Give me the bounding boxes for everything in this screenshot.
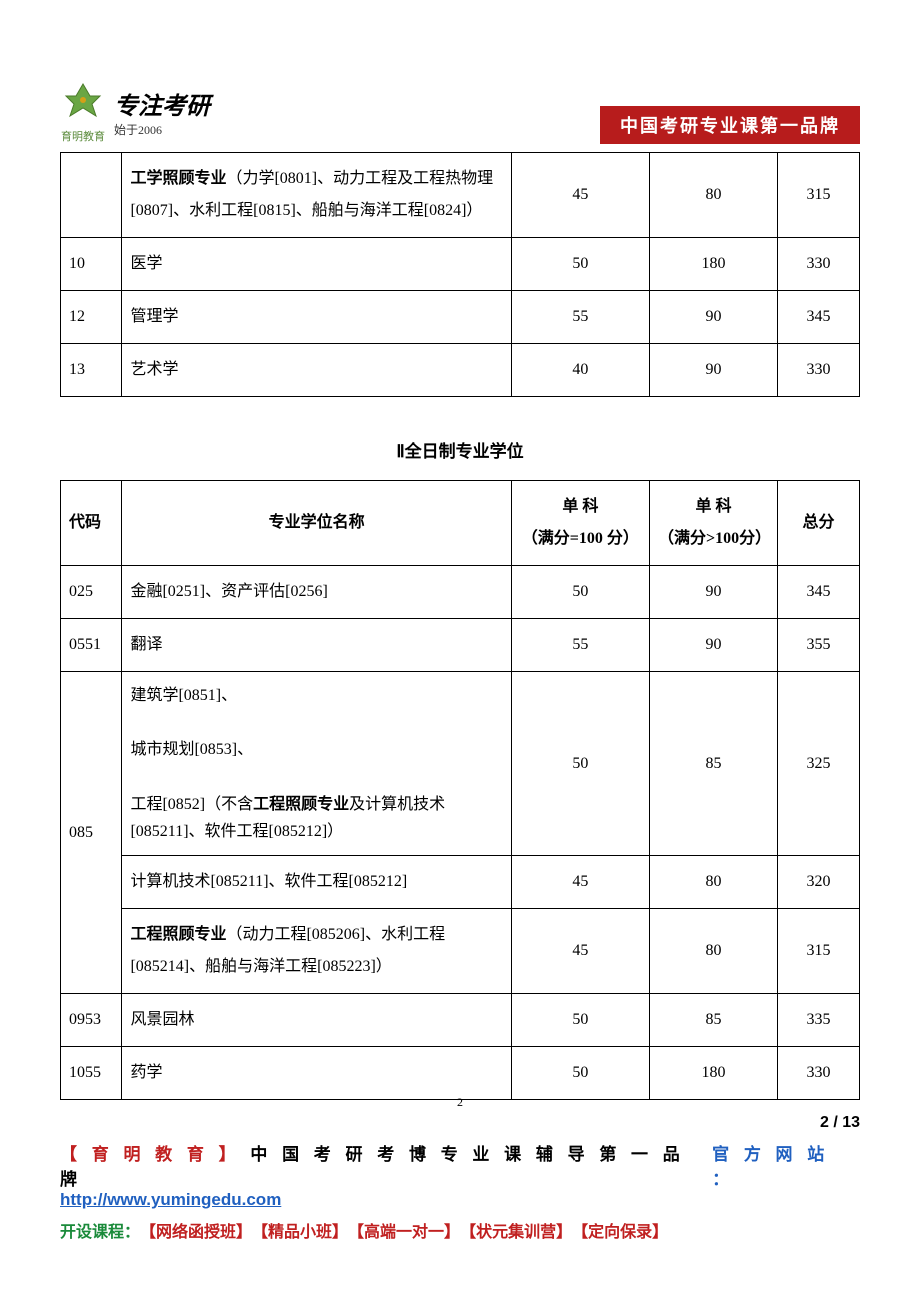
header-banner: 中国考研专业课第一品牌: [600, 106, 860, 144]
logo-icon: [60, 80, 106, 126]
cell-score2: 90: [649, 566, 777, 619]
cell-total: 325: [778, 672, 860, 856]
cell-score2: 80: [649, 909, 777, 994]
cell-score1: 50: [511, 994, 649, 1047]
header-score1: 单 科（满分=100 分）: [511, 481, 649, 566]
cell-total: 345: [778, 291, 860, 344]
cell-code: 0551: [61, 619, 122, 672]
course-item: 【定向保录】: [580, 1224, 668, 1241]
cell-score1: 40: [511, 344, 649, 397]
table-row: 13 艺术学 40 90 330: [61, 344, 860, 397]
cell-score2: 85: [649, 994, 777, 1047]
section-2-title: Ⅱ全日制专业学位: [60, 437, 860, 462]
table-row: 工学照顾专业（力学[0801]、动力工程及工程热物理[0807]、水利工程[08…: [61, 153, 860, 238]
page-footer: 2 2 / 13 【 育 明 教 育 】 中 国 考 研 考 博 专 业 课 辅…: [60, 1095, 860, 1242]
cell-total: 330: [778, 1047, 860, 1100]
page-number: 2 / 13: [60, 1114, 860, 1132]
cell-name: 管理学: [122, 291, 511, 344]
cell-score1: 45: [511, 153, 649, 238]
footer-site-label: 官 方 网 站 ：: [712, 1140, 860, 1190]
cell-score2: 90: [649, 619, 777, 672]
course-item: 【高端一对一】: [356, 1224, 460, 1241]
logo-subtitle: 始于2006: [114, 121, 210, 138]
cell-score1: 50: [511, 672, 649, 856]
table-row: 025 金融[0251]、资产评估[0256] 50 90 345: [61, 566, 860, 619]
footer-url-link[interactable]: http://www.yumingedu.com: [60, 1190, 281, 1209]
cell-score1: 55: [511, 291, 649, 344]
page-header: 育明教育 专注考研 始于2006 中国考研专业课第一品牌: [60, 80, 860, 144]
cell-name: 金融[0251]、资产评估[0256]: [122, 566, 511, 619]
cell-code: 10: [61, 238, 122, 291]
logo-block: 育明教育 专注考研 始于2006: [60, 80, 210, 144]
cell-code: 085: [61, 672, 122, 994]
table-row: 12 管理学 55 90 345: [61, 291, 860, 344]
cell-name: 工学照顾专业（力学[0801]、动力工程及工程热物理[0807]、水利工程[08…: [122, 153, 511, 238]
cell-score1: 55: [511, 619, 649, 672]
table-1: 工学照顾专业（力学[0801]、动力工程及工程热物理[0807]、水利工程[08…: [60, 152, 860, 397]
cell-total: 315: [778, 909, 860, 994]
table-row: 0953 风景园林 50 85 335: [61, 994, 860, 1047]
cell-code: 1055: [61, 1047, 122, 1100]
course-label: 开设课程：: [60, 1224, 140, 1241]
table-2: 代码 专业学位名称 单 科（满分=100 分） 单 科（满分>100分） 总分 …: [60, 480, 860, 1100]
cell-score2: 90: [649, 291, 777, 344]
logo-icon-wrap: 育明教育: [60, 80, 106, 144]
cell-score1: 45: [511, 909, 649, 994]
cell-code: 13: [61, 344, 122, 397]
cell-name: 艺术学: [122, 344, 511, 397]
table-row: 计算机技术[085211]、软件工程[085212] 45 80 320: [61, 856, 860, 909]
cell-total: 355: [778, 619, 860, 672]
cell-name: 建筑学[0851]、城市规划[0853]、工程[0852]（不含工程照顾专业及计…: [122, 672, 511, 856]
cell-score1: 50: [511, 1047, 649, 1100]
header-name: 专业学位名称: [122, 481, 511, 566]
table-header-row: 代码 专业学位名称 单 科（满分=100 分） 单 科（满分>100分） 总分: [61, 481, 860, 566]
course-item: 【精品小班】: [260, 1224, 348, 1241]
logo-text: 专注考研 始于2006: [114, 86, 210, 138]
cell-score1: 50: [511, 238, 649, 291]
cell-total: 335: [778, 994, 860, 1047]
course-item: 【状元集训营】: [468, 1224, 572, 1241]
table-row: 0551 翻译 55 90 355: [61, 619, 860, 672]
cell-score1: 45: [511, 856, 649, 909]
cell-code: [61, 153, 122, 238]
cell-code: 025: [61, 566, 122, 619]
cell-total: 320: [778, 856, 860, 909]
cell-name: 工程照顾专业（动力工程[085206]、水利工程[085214]、船舶与海洋工程…: [122, 909, 511, 994]
table-row: 085 建筑学[0851]、城市规划[0853]、工程[0852]（不含工程照顾…: [61, 672, 860, 856]
header-score2: 单 科（满分>100分）: [649, 481, 777, 566]
cell-score1: 50: [511, 566, 649, 619]
cell-score2: 85: [649, 672, 777, 856]
course-item: 【网络函授班】: [148, 1224, 252, 1241]
logo-title: 专注考研: [114, 86, 210, 121]
cell-name: 风景园林: [122, 994, 511, 1047]
header-total: 总分: [778, 481, 860, 566]
footer-brand: 【 育 明 教 育 】: [60, 1145, 241, 1164]
cell-score2: 80: [649, 153, 777, 238]
cell-total: 345: [778, 566, 860, 619]
footer-courses: 开设课程： 【网络函授班】【精品小班】【高端一对一】【状元集训营】【定向保录】: [60, 1218, 860, 1242]
cell-code: 12: [61, 291, 122, 344]
cell-score2: 180: [649, 238, 777, 291]
cell-code: 0953: [61, 994, 122, 1047]
cell-name: 药学: [122, 1047, 511, 1100]
header-code: 代码: [61, 481, 122, 566]
footnote-number: 2: [60, 1095, 860, 1110]
cell-total: 330: [778, 238, 860, 291]
cell-name: 医学: [122, 238, 511, 291]
cell-score2: 80: [649, 856, 777, 909]
page-content: 育明教育 专注考研 始于2006 中国考研专业课第一品牌 工学照顾专业（力学[0…: [0, 0, 920, 1100]
table-row: 工程照顾专业（动力工程[085206]、水利工程[085214]、船舶与海洋工程…: [61, 909, 860, 994]
cell-score2: 90: [649, 344, 777, 397]
cell-name: 计算机技术[085211]、软件工程[085212]: [122, 856, 511, 909]
table-row: 1055 药学 50 180 330: [61, 1047, 860, 1100]
footer-brand-line: 【 育 明 教 育 】 中 国 考 研 考 博 专 业 课 辅 导 第 一 品 …: [60, 1140, 860, 1190]
cell-total: 330: [778, 344, 860, 397]
logo-company: 育明教育: [60, 128, 106, 144]
cell-name: 翻译: [122, 619, 511, 672]
table-row: 10 医学 50 180 330: [61, 238, 860, 291]
cell-score2: 180: [649, 1047, 777, 1100]
cell-total: 315: [778, 153, 860, 238]
